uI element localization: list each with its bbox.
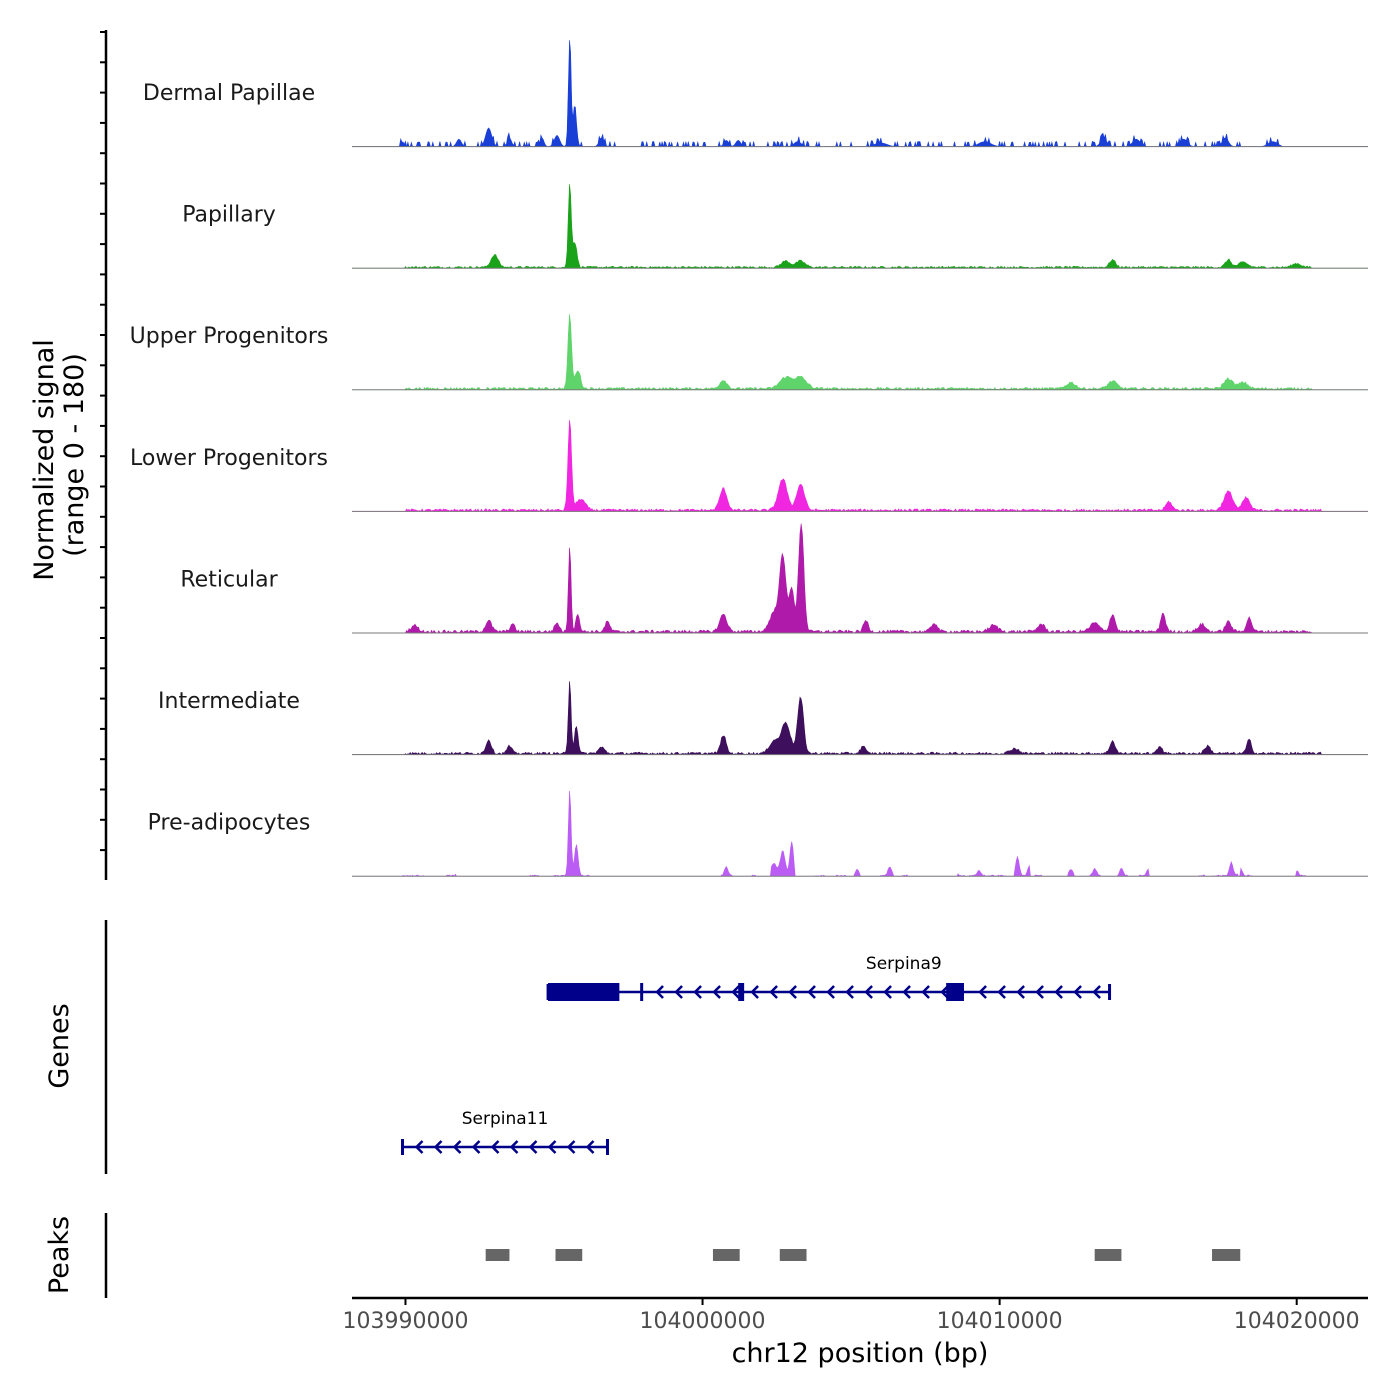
peak-region <box>555 1249 583 1261</box>
signal-area <box>352 681 1368 756</box>
strand-chevron <box>674 985 683 999</box>
track-label: Reticular <box>180 567 278 592</box>
signal-area <box>352 184 1368 269</box>
strand-chevron <box>807 985 816 999</box>
y-axis-title: Normalized signal <box>29 339 60 581</box>
strand-chevron <box>883 985 892 999</box>
strand-chevron <box>1054 985 1063 999</box>
strand-chevron <box>1016 985 1025 999</box>
strand-chevron <box>452 1140 462 1154</box>
peak-region <box>779 1249 807 1261</box>
track-label: Dermal Papillae <box>143 81 315 106</box>
strand-chevron <box>1073 985 1082 999</box>
strand-chevron <box>731 985 740 999</box>
x-axis: 103990000 104000000 104010000 104020000 <box>342 1296 1368 1334</box>
signal-area <box>352 314 1368 391</box>
track-upper-progenitors: Upper Progenitors <box>130 314 1368 391</box>
strand-chevron <box>921 985 930 999</box>
track-papillary: Papillary <box>182 184 1368 269</box>
track-pre-adipocytes: Pre-adipocytes <box>148 790 1368 877</box>
signal-area <box>352 420 1368 513</box>
strand-chevron <box>997 985 1006 999</box>
track-label: Lower Progenitors <box>130 446 328 471</box>
strand-chevron <box>490 1140 500 1154</box>
track-dermal-papillae: Dermal Papillae <box>143 40 1368 148</box>
gene-serpina11: Serpina11 <box>401 1109 609 1155</box>
left-axis-lines <box>100 30 108 1298</box>
genes-axis-title: Genes <box>44 1003 75 1088</box>
strand-chevron <box>566 1140 576 1154</box>
track-intermediate: Intermediate <box>158 681 1368 756</box>
peak-region <box>1212 1249 1241 1261</box>
strand-chevron <box>1035 985 1044 999</box>
strand-chevron <box>655 985 664 999</box>
peaks-panel <box>485 1249 1241 1261</box>
x-axis-title: chr12 position (bp) <box>732 1338 989 1369</box>
strand-chevron <box>864 985 873 999</box>
track-reticular: Reticular <box>180 523 1368 634</box>
x-tick-label: 104000000 <box>640 1309 766 1334</box>
genes-panel: Serpina9 Serpina11 <box>401 954 1112 1155</box>
track-label: Upper Progenitors <box>130 324 329 349</box>
gene-exon <box>640 983 644 1001</box>
track-lower-progenitors: Lower Progenitors <box>130 420 1368 513</box>
strand-chevron <box>845 985 854 999</box>
strand-chevron <box>750 985 759 999</box>
x-tick-label: 104010000 <box>937 1309 1063 1334</box>
coverage-tracks: Dermal Papillae Papillary Upper Progenitor… <box>130 40 1368 877</box>
x-tick-label: 104020000 <box>1234 1309 1360 1334</box>
track-label: Papillary <box>182 203 276 228</box>
peak-region <box>712 1249 740 1261</box>
gene-exon <box>738 983 745 1001</box>
peak-region <box>485 1249 510 1261</box>
gene-exon <box>548 983 620 1001</box>
y-axis-subtitle: (range 0 - 180) <box>59 353 90 557</box>
track-label: Pre-adipocytes <box>148 811 311 836</box>
peaks-axis-title: Peaks <box>44 1216 75 1294</box>
strand-chevron <box>978 985 987 999</box>
strand-chevron <box>528 1140 538 1154</box>
gene-name-label: Serpina11 <box>462 1109 549 1129</box>
strand-chevron <box>471 1140 481 1154</box>
peak-region <box>1094 1249 1122 1261</box>
track-label: Intermediate <box>158 689 300 714</box>
signal-area <box>352 40 1368 148</box>
gene-serpina9: Serpina9 <box>546 954 1112 1001</box>
signal-area <box>352 523 1368 634</box>
strand-chevron <box>433 1140 443 1154</box>
gene-exon <box>946 983 964 1001</box>
strand-chevron <box>769 985 778 999</box>
strand-chevron <box>712 985 721 999</box>
strand-chevron <box>585 1140 595 1154</box>
strand-chevron <box>902 985 911 999</box>
strand-chevron <box>414 1140 424 1154</box>
strand-chevron <box>509 1140 519 1154</box>
gene-name-label: Serpina9 <box>866 954 942 974</box>
strand-chevron <box>940 985 949 999</box>
signal-area <box>352 790 1368 877</box>
strand-chevron <box>826 985 835 999</box>
strand-chevron <box>1092 985 1101 999</box>
x-tick-label: 103990000 <box>342 1309 468 1334</box>
strand-chevron <box>693 985 702 999</box>
strand-chevron <box>547 1140 557 1154</box>
strand-chevron <box>788 985 797 999</box>
